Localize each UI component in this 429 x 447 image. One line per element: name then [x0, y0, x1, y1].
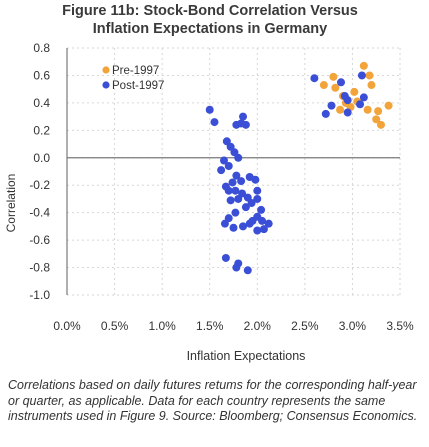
- x-tick-label: 2.5%: [291, 319, 319, 333]
- y-tick-label: 0.4: [33, 96, 50, 110]
- data-point-post-1997: [234, 194, 243, 203]
- data-point-post-1997: [253, 194, 262, 203]
- data-point-post-1997: [321, 109, 330, 118]
- y-tick-label: 0.2: [33, 123, 50, 137]
- data-point-post-1997: [239, 112, 248, 121]
- data-point-post-1997: [217, 166, 226, 175]
- data-point-pre-1997: [350, 87, 359, 96]
- data-point-post-1997: [234, 153, 243, 162]
- x-tick-label: 3.0%: [339, 319, 367, 333]
- data-point-post-1997: [248, 216, 257, 225]
- data-point-post-1997: [229, 223, 238, 232]
- chart-title-line-1: Figure 11b: Stock-Bond Correlation Versu…: [62, 3, 358, 19]
- data-point-pre-1997: [359, 61, 368, 70]
- y-tick-label: 0.0: [33, 151, 50, 165]
- data-point-post-1997: [241, 120, 250, 129]
- data-point-post-1997: [226, 196, 235, 205]
- data-point-post-1997: [224, 186, 233, 195]
- data-point-pre-1997: [374, 107, 383, 116]
- data-point-post-1997: [220, 219, 229, 228]
- x-tick-labels: 0.0% 0.5% 1.0% 1.5% 2.0% 2.5% 3.0% 3.5%: [53, 319, 414, 333]
- y-tick-label: -0.2: [29, 178, 50, 192]
- data-point-post-1997: [219, 156, 228, 165]
- y-axis-label: Correlation: [4, 173, 18, 233]
- data-point-post-1997: [253, 186, 262, 195]
- data-point-post-1997: [258, 216, 267, 225]
- y-tick-label: 0.8: [33, 41, 50, 55]
- data-point-pre-1997: [376, 120, 385, 129]
- data-point-post-1997: [231, 186, 240, 195]
- legend-label-pre-1997: Pre-1997: [112, 65, 159, 77]
- data-point-post-1997: [210, 118, 219, 127]
- data-point-post-1997: [247, 199, 256, 208]
- chart-footnote: Correlations based on daily futures retu…: [8, 378, 418, 423]
- chart-axes: [66, 48, 400, 295]
- data-point-post-1997: [228, 178, 237, 187]
- data-point-post-1997: [251, 175, 260, 184]
- data-point-post-1997: [359, 93, 368, 102]
- data-point-pre-1997: [336, 105, 345, 114]
- data-point-pre-1997: [367, 81, 376, 90]
- data-point-post-1997: [357, 71, 366, 80]
- data-point-pre-1997: [363, 105, 372, 114]
- data-point-post-1997: [343, 108, 352, 117]
- data-point-post-1997: [343, 96, 352, 105]
- chart-points: [205, 61, 393, 275]
- data-point-pre-1997: [331, 83, 340, 92]
- data-point-post-1997: [264, 219, 273, 228]
- y-tick-label: -0.4: [29, 206, 50, 220]
- y-tick-label: -0.8: [29, 261, 50, 275]
- chart-legend: Pre-1997 Post-1997: [102, 65, 164, 92]
- data-point-post-1997: [241, 203, 250, 212]
- x-tick-label: 0.5%: [101, 319, 129, 333]
- x-tick-label: 3.5%: [386, 319, 414, 333]
- data-point-post-1997: [243, 266, 252, 275]
- x-tick-label: 0.0%: [53, 319, 81, 333]
- y-tick-label: -1.0: [29, 288, 50, 302]
- legend-marker-pre-1997: [102, 66, 110, 74]
- data-point-post-1997: [239, 222, 248, 231]
- data-point-post-1997: [224, 162, 233, 171]
- x-tick-label: 1.0%: [148, 319, 176, 333]
- x-tick-label: 1.5%: [196, 319, 224, 333]
- chart-title: Figure 11b: Stock-Bond Correlation Versu…: [60, 2, 360, 38]
- chart-title-line-2: Inflation Expectations in Germany: [92, 21, 328, 37]
- y-tick-label: 0.6: [33, 68, 50, 82]
- x-tick-label: 2.0%: [244, 319, 272, 333]
- data-point-post-1997: [259, 225, 268, 234]
- y-tick-labels: 0.8 0.6 0.4 0.2 0.0 -0.2 -0.4 -0.6 -0.8 -1.0: [29, 41, 50, 302]
- data-point-post-1997: [253, 226, 262, 235]
- data-point-post-1997: [327, 101, 336, 110]
- data-point-pre-1997: [365, 71, 374, 80]
- y-tick-label: -0.6: [29, 233, 50, 247]
- data-point-pre-1997: [329, 72, 338, 81]
- data-point-pre-1997: [384, 101, 393, 110]
- data-point-post-1997: [221, 253, 230, 262]
- data-point-post-1997: [205, 105, 214, 114]
- data-point-post-1997: [310, 74, 319, 83]
- data-point-pre-1997: [319, 81, 328, 90]
- data-point-post-1997: [231, 208, 240, 217]
- scatter-chart: 0.8 0.6 0.4 0.2 0.0 -0.2 -0.4 -0.6 -0.8 -1.0 0.0%…: [29, 41, 414, 363]
- x-axis-label: Inflation Expectations: [187, 349, 306, 363]
- data-point-post-1997: [237, 177, 246, 186]
- data-point-post-1997: [234, 259, 243, 268]
- data-point-pre-1997: [372, 115, 381, 124]
- data-point-post-1997: [257, 205, 266, 214]
- data-point-post-1997: [337, 78, 346, 87]
- legend-label-post-1997: Post-1997: [112, 80, 164, 92]
- data-point-post-1997: [232, 171, 241, 180]
- data-point-post-1997: [356, 100, 365, 109]
- legend-marker-post-1997: [102, 81, 110, 89]
